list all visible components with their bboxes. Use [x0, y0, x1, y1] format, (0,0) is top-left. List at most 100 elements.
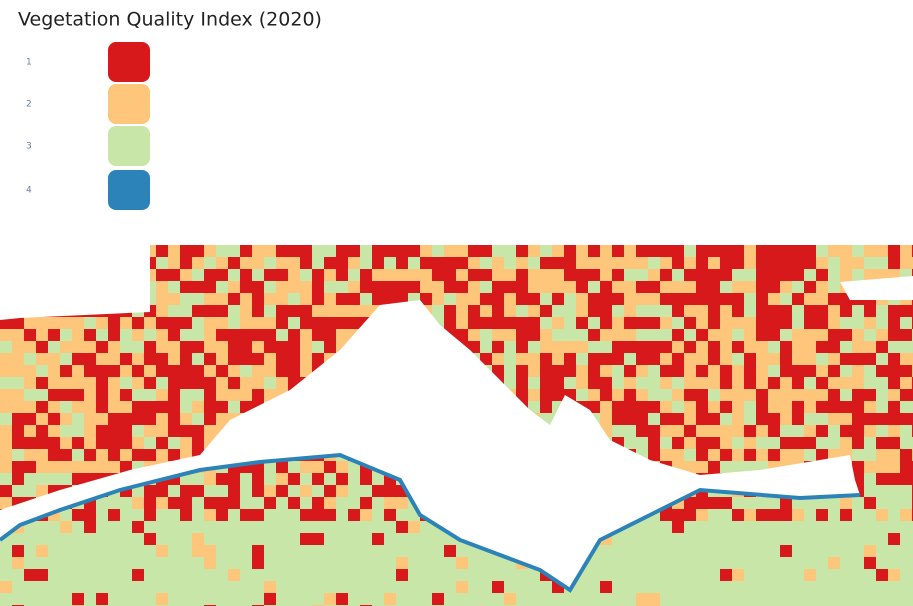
map-cell — [204, 317, 216, 329]
map-cell — [252, 413, 264, 425]
map-cell — [780, 473, 792, 485]
map-cell — [468, 593, 480, 605]
map-cell — [816, 545, 828, 557]
map-cell — [228, 593, 240, 605]
map-cell — [576, 521, 588, 533]
map-cell — [456, 257, 468, 269]
map-cell — [360, 377, 372, 389]
map-cell — [648, 473, 660, 485]
map-cell — [180, 401, 192, 413]
map-cell — [840, 377, 852, 389]
map-cell — [0, 269, 12, 281]
map-cell — [228, 437, 240, 449]
map-cell — [384, 485, 396, 497]
map-cell — [600, 365, 612, 377]
map-cell — [144, 569, 156, 581]
map-cell — [216, 497, 228, 509]
map-cell — [0, 581, 12, 593]
map-cell — [108, 401, 120, 413]
map-cell — [552, 425, 564, 437]
map-cell — [336, 557, 348, 569]
map-cell — [228, 425, 240, 437]
map-cell — [708, 353, 720, 365]
map-cell — [12, 497, 24, 509]
map-cell — [48, 569, 60, 581]
map-cell — [624, 509, 636, 521]
map-cell — [756, 329, 768, 341]
map-cell — [756, 449, 768, 461]
map-cell — [36, 461, 48, 473]
map-cell — [864, 449, 876, 461]
map-cell — [324, 365, 336, 377]
map-cell — [684, 305, 696, 317]
map-cell — [888, 293, 900, 305]
map-cell — [876, 509, 888, 521]
map-cell — [144, 293, 156, 305]
map-cell — [48, 365, 60, 377]
map-cell — [744, 413, 756, 425]
map-cell — [708, 461, 720, 473]
map-cell — [204, 557, 216, 569]
map-cell — [12, 353, 24, 365]
map-cell — [528, 281, 540, 293]
map-cell — [768, 257, 780, 269]
map-cell — [396, 569, 408, 581]
map-cell — [516, 377, 528, 389]
map-cell — [84, 281, 96, 293]
map-cell — [864, 281, 876, 293]
map-cell — [792, 473, 804, 485]
map-cell — [840, 341, 852, 353]
map-cell — [732, 305, 744, 317]
map-cell — [60, 425, 72, 437]
map-cell — [360, 497, 372, 509]
map-cell — [432, 437, 444, 449]
map-cell — [36, 281, 48, 293]
map-cell — [852, 569, 864, 581]
map-cell — [816, 581, 828, 593]
map-cell — [480, 353, 492, 365]
map-cell — [576, 473, 588, 485]
map-cell — [600, 329, 612, 341]
map-cell — [804, 377, 816, 389]
map-cell — [468, 281, 480, 293]
map-cell — [24, 473, 36, 485]
map-cell — [204, 353, 216, 365]
map-cell — [672, 377, 684, 389]
map-cell — [396, 425, 408, 437]
map-cell — [48, 521, 60, 533]
map-cell — [36, 533, 48, 545]
raster — [0, 245, 913, 606]
map-cell — [396, 437, 408, 449]
map-cell — [768, 437, 780, 449]
map-cell — [96, 317, 108, 329]
map-cell — [120, 557, 132, 569]
map-cell — [564, 365, 576, 377]
map-cell — [372, 305, 384, 317]
map-cell — [612, 581, 624, 593]
map-cell — [744, 245, 756, 257]
map-cell — [132, 437, 144, 449]
map-cell — [168, 509, 180, 521]
map-cell — [372, 425, 384, 437]
map-cell — [264, 281, 276, 293]
map-cell — [636, 557, 648, 569]
map-cell — [180, 497, 192, 509]
map-cell — [360, 413, 372, 425]
map-cell — [888, 461, 900, 473]
map-cell — [432, 305, 444, 317]
map-cell — [144, 329, 156, 341]
map-cell — [432, 281, 444, 293]
legend-swatch — [108, 170, 150, 210]
map-cell — [132, 257, 144, 269]
map-cell — [348, 245, 360, 257]
map-cell — [468, 509, 480, 521]
map-cell — [732, 413, 744, 425]
map-cell — [36, 293, 48, 305]
map-cell — [288, 533, 300, 545]
map-cell — [840, 401, 852, 413]
map-cell — [768, 317, 780, 329]
map-cell — [768, 341, 780, 353]
map-cell — [420, 269, 432, 281]
map-cell — [612, 509, 624, 521]
map-cell — [792, 485, 804, 497]
